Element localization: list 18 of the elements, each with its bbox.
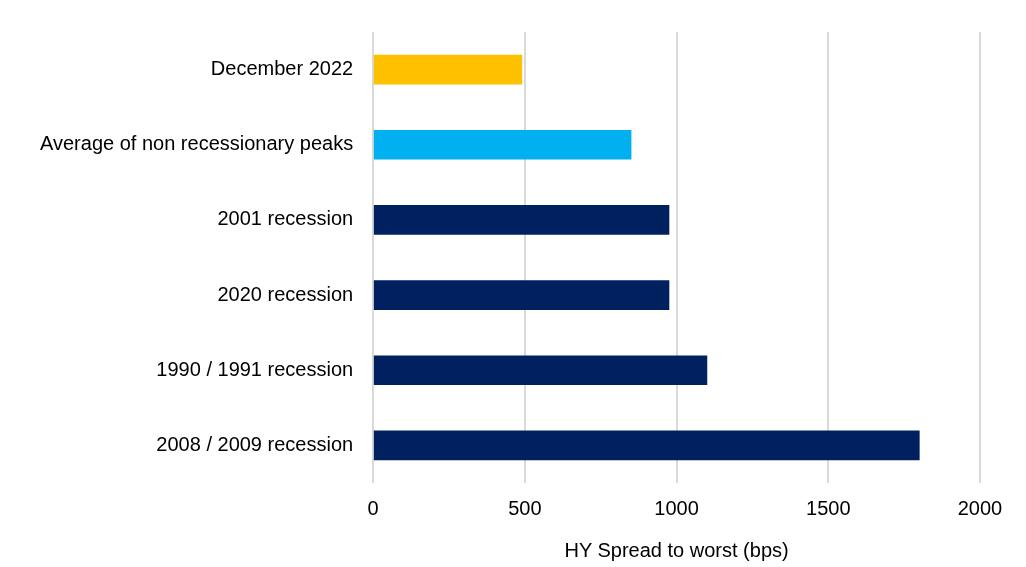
x-tick-label: 500 (508, 496, 542, 519)
x-tick-label: 1500 (806, 496, 851, 519)
y-tick-label: 2008 / 2009 recession (156, 432, 354, 455)
x-tick-label: 1000 (654, 496, 699, 519)
y-tick-label: 2001 recession (217, 207, 354, 230)
x-axis-title: HY Spread to worst (bps) (564, 538, 789, 561)
bar (373, 355, 708, 386)
y-tick-label: 2020 recession (217, 282, 354, 305)
y-tick-label: Average of non recessionary peaks (40, 132, 354, 155)
bar (373, 205, 670, 235)
y-tick-label: 1990 / 1991 recession (156, 357, 354, 380)
bar (373, 280, 670, 310)
bar (373, 129, 632, 160)
x-tick-label: 0 (367, 496, 379, 519)
bar (373, 54, 523, 85)
y-tick-label: December 2022 (210, 57, 354, 80)
bar (373, 430, 920, 461)
x-tick-label: 2000 (957, 496, 1003, 519)
